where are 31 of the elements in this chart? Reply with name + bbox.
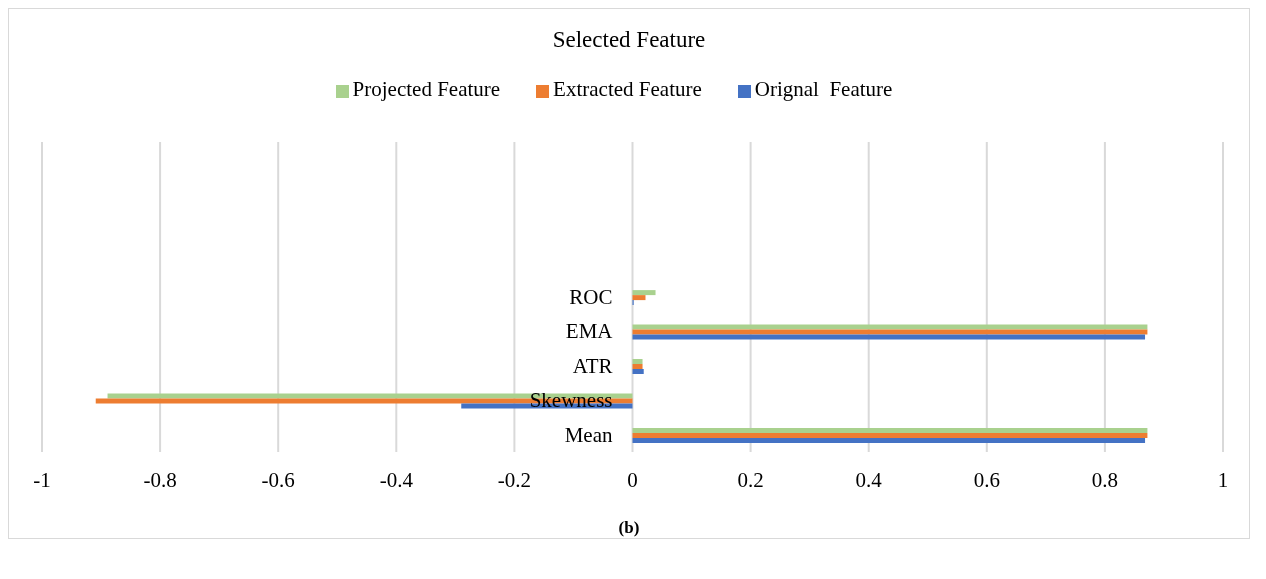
bar: [632, 324, 1148, 330]
x-tick-label: 1: [1217, 467, 1229, 492]
x-tick-label: -1: [33, 467, 51, 492]
legend-label: Extracted Feature: [553, 77, 702, 101]
bar: [632, 290, 656, 296]
bar: [632, 329, 1148, 335]
bar: [632, 359, 643, 364]
y-tick-label: ROC: [569, 285, 613, 309]
chart-title: Selected Feature: [551, 26, 707, 54]
bar: [632, 295, 646, 301]
x-tick-label: 0.2: [737, 467, 764, 492]
bar: [632, 364, 643, 369]
bar: [632, 432, 1148, 438]
y-tick-label: ATR: [572, 353, 613, 378]
x-tick-label: 0: [627, 467, 638, 492]
x-tick-label: -0.6: [261, 467, 295, 492]
x-tick-label: 0.4: [855, 467, 883, 492]
y-tick-label: Mean: [564, 422, 613, 447]
legend-label: Orignal Feature: [754, 77, 893, 101]
bar: [632, 334, 1146, 340]
legend-label: Projected Feature: [352, 77, 501, 101]
bar: [632, 369, 644, 374]
x-tick-label: -0.8: [143, 467, 177, 492]
text: (b): [617, 518, 641, 538]
x-tick-label: 0.6: [973, 467, 1000, 492]
x-tick-label: -0.4: [379, 467, 414, 492]
bar: [632, 427, 1148, 433]
x-tick-label: 0.8: [1091, 467, 1119, 492]
y-tick-label: EMA: [565, 319, 614, 344]
bar: [632, 437, 1146, 443]
x-tick-label: -0.2: [497, 467, 532, 492]
